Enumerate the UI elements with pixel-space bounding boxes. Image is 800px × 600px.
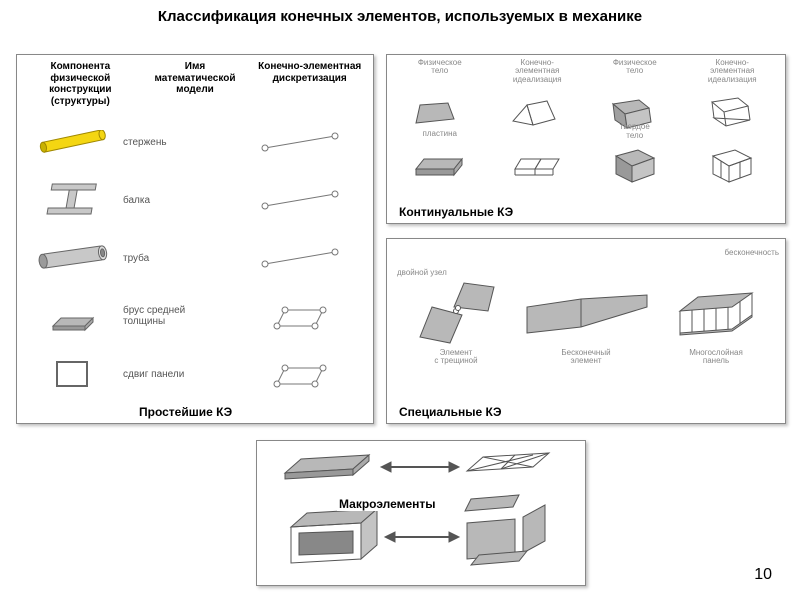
thick-plate-icon (410, 145, 470, 181)
panel-continuum-caption: Континуальные КЭ (397, 205, 515, 219)
beam-disc-icon (255, 188, 345, 212)
col-head-name: Имя математической модели (138, 61, 253, 107)
pipe-disc-icon (255, 246, 345, 270)
shear-disc-icon (265, 354, 335, 394)
special-col-2: Многослойная панель (653, 349, 779, 366)
infinite-element-icon (521, 277, 651, 347)
cube-mesh-icon (705, 140, 759, 186)
thickbar-icon (49, 298, 97, 334)
macro-diagram (257, 441, 587, 587)
simple-label-thickbar: брус средней толщины (123, 305, 233, 327)
plate-mesh-icon (507, 91, 567, 131)
solid-mesh-icon (702, 88, 762, 134)
page-number: 10 (754, 566, 772, 584)
plate-solid-icon (410, 91, 470, 131)
shear-icon (51, 356, 95, 392)
simple-label-beam: балка (123, 195, 233, 206)
panel-continuum: Физическое тело Конечно- элементная идеа… (386, 54, 786, 224)
special-col-0: Элемент с трещиной (393, 349, 519, 366)
special-col-1: Бесконечный элемент (523, 349, 649, 366)
simple-row-beam: балка (23, 173, 367, 227)
simple-row-shear: сдвиг панели (23, 347, 367, 401)
cont-col-3: Конечно- элементная идеализация (686, 59, 780, 84)
crack-element-icon (410, 277, 500, 347)
cont-rowlabel-0: пластина (393, 130, 487, 138)
col-head-component: Компонента физической конструкции (струк… (23, 61, 138, 107)
panel-macro: Макроэлементы (256, 440, 586, 586)
special-left-label: двойной узел (393, 269, 447, 277)
cube-solid-icon (608, 140, 662, 186)
col-head-disc: Конечно-элементная дискретизация (252, 61, 367, 107)
panel-special-caption: Специальные КЭ (397, 405, 504, 419)
layered-panel-icon (672, 277, 762, 347)
page-title: Классификация конечных элементов, исполь… (0, 0, 800, 31)
panel-macro-caption: Макроэлементы (337, 497, 438, 511)
simple-label-pipe: труба (123, 253, 233, 264)
beam-icon (43, 180, 103, 220)
panel-simple: Компонента физической конструкции (струк… (16, 54, 374, 424)
panel-special: двойной узел бесконечность (386, 238, 786, 424)
cont-col-0: Физическое тело (393, 59, 487, 84)
special-right-label: бесконечность (725, 249, 779, 257)
simple-label-rod: стержень (123, 137, 233, 148)
simple-label-shear: сдвиг панели (123, 369, 233, 380)
cont-col-1: Конечно- элементная идеализация (491, 59, 585, 84)
simple-row-pipe: труба (23, 231, 367, 285)
simple-row-thickbar: брус средней толщины (23, 289, 367, 343)
rod-disc-icon (255, 130, 345, 154)
cont-col-2: Физическое тело (588, 59, 682, 84)
thick-plate-mesh-icon (507, 145, 567, 181)
pipe-icon (37, 244, 109, 272)
thickbar-disc-icon (265, 296, 335, 336)
panel-simple-caption: Простейшие КЭ (137, 405, 234, 419)
rod-icon (37, 130, 109, 154)
simple-row-rod: стержень (23, 115, 367, 169)
